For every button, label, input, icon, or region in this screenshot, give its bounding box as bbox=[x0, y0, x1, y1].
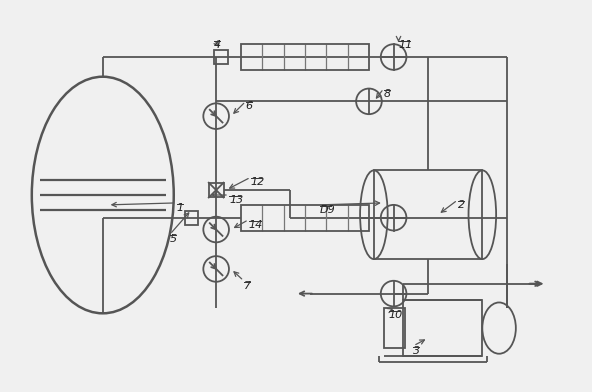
Text: 3: 3 bbox=[413, 346, 420, 356]
Text: 12: 12 bbox=[250, 177, 265, 187]
Bar bbox=[209, 183, 224, 198]
Bar bbox=[404, 301, 482, 356]
Text: 10: 10 bbox=[389, 310, 403, 320]
Text: 2: 2 bbox=[458, 200, 465, 210]
Text: 11: 11 bbox=[398, 40, 413, 50]
Text: D9: D9 bbox=[320, 205, 336, 215]
Bar bbox=[241, 44, 369, 70]
Bar bbox=[185, 211, 198, 225]
Text: 13: 13 bbox=[229, 195, 243, 205]
Bar bbox=[384, 309, 406, 348]
Text: 14: 14 bbox=[249, 220, 263, 230]
Bar bbox=[374, 171, 482, 259]
Text: 7: 7 bbox=[244, 281, 251, 291]
Bar bbox=[241, 205, 369, 230]
Bar bbox=[214, 50, 228, 64]
Text: 4: 4 bbox=[214, 40, 221, 50]
Text: 6: 6 bbox=[246, 102, 253, 111]
Text: 5: 5 bbox=[170, 234, 177, 245]
Text: 8: 8 bbox=[384, 89, 391, 98]
Text: 1: 1 bbox=[177, 203, 184, 213]
